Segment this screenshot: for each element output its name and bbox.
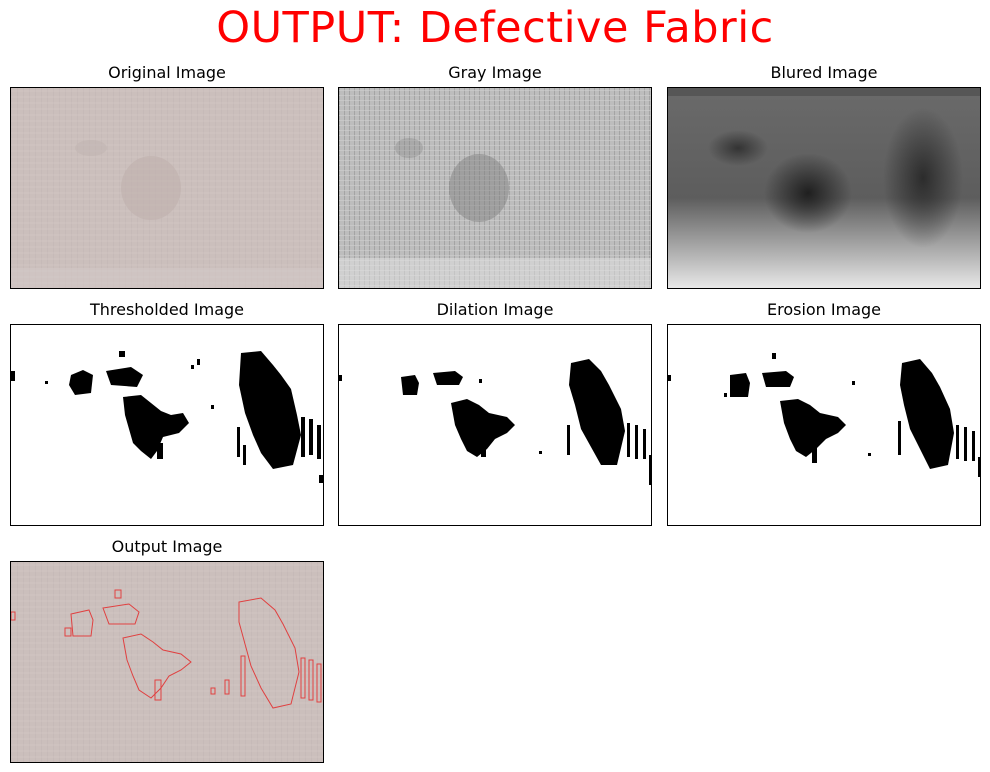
panel-erosion: Erosion Image — [667, 300, 981, 526]
panel-title: Blured Image — [770, 63, 878, 82]
original-image — [10, 87, 324, 289]
thresholded-image — [10, 324, 324, 526]
panel-title: Thresholded Image — [89, 300, 245, 319]
panel-title: Gray Image — [448, 63, 542, 82]
panel-title: Erosion Image — [766, 300, 882, 319]
panel-title: Output Image — [111, 537, 223, 556]
blurred-image — [667, 87, 981, 289]
panel-output: Output Image — [10, 537, 324, 763]
panel-title: Dilation Image — [436, 300, 554, 319]
panel-thresholded: Thresholded Image — [10, 300, 324, 526]
panel-original: Original Image — [10, 63, 324, 289]
panel-blurred: Blured Image — [667, 63, 981, 289]
panel-gray: Gray Image — [338, 63, 652, 289]
erosion-image — [667, 324, 981, 526]
dilation-image — [338, 324, 652, 526]
gray-image — [338, 87, 652, 289]
panel-dilation: Dilation Image — [338, 300, 652, 526]
figure-title: OUTPUT: Defective Fabric — [216, 3, 774, 53]
panel-title: Original Image — [108, 63, 226, 82]
output-image — [10, 561, 324, 763]
